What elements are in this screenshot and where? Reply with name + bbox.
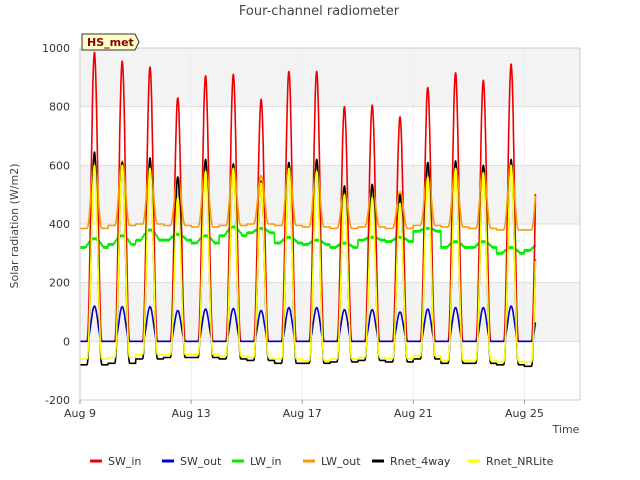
plot-band	[80, 165, 580, 224]
legend-item-rnet-4way: Rnet_4way	[372, 455, 451, 468]
legend-label: Rnet_4way	[390, 455, 451, 468]
y-tick-label: 200	[49, 277, 70, 290]
x-tick-label: Aug 9	[64, 407, 96, 420]
legend: SW_in SW_out LW_in LW_out Rnet_4way Rnet_NRLi…	[90, 455, 554, 468]
plot-band	[80, 282, 580, 342]
x-tick-label: Aug 17	[283, 407, 322, 420]
x-axis-label: Time	[552, 423, 580, 436]
x-tick-label: Aug 25	[505, 407, 544, 420]
legend-label: Rnet_NRLite	[486, 455, 554, 468]
legend-label: SW_in	[108, 455, 141, 468]
y-tick-label: 0	[63, 335, 70, 348]
series-line-rnet-nrlite	[79, 164, 537, 363]
plot-band	[80, 106, 580, 166]
legend-label: LW_in	[250, 455, 282, 468]
series-line-lw-out	[79, 158, 537, 231]
legend-label: SW_out	[180, 455, 222, 468]
site-badge-label: HS_met	[87, 36, 134, 49]
chart-title: Four-channel radiometer	[239, 4, 400, 19]
y-tick-label: 600	[49, 159, 70, 172]
legend-label: LW_out	[321, 455, 361, 468]
legend-item-lw-in: LW_in	[232, 455, 282, 468]
site-badge: HS_met	[81, 33, 140, 51]
legend-item-rnet-nrlite: Rnet_NRLite	[468, 455, 554, 468]
plot-frame	[79, 47, 581, 401]
series-lines	[79, 51, 537, 368]
legend-item-sw-out: SW_out	[162, 455, 222, 468]
plot-band	[80, 48, 580, 107]
y-tick-label: -200	[45, 394, 70, 407]
y-axis-label: Solar radiation (W/m2)	[8, 163, 21, 288]
legend-item-sw-in: SW_in	[90, 455, 141, 468]
x-axis-ticks: Aug 9 Aug 13 Aug 17 Aug 21 Aug 25	[64, 400, 544, 420]
x-tick-label: Aug 21	[394, 407, 433, 420]
y-tick-label: 400	[49, 218, 70, 231]
legend-item-lw-out: LW_out	[303, 455, 361, 468]
y-tick-label: 800	[49, 101, 70, 114]
y-tick-label: 1000	[42, 42, 70, 55]
x-tick-label: Aug 13	[172, 407, 211, 420]
plot-bands	[80, 48, 580, 400]
plot-band	[80, 341, 580, 400]
y-axis-ticks: -200 0 200 400 600 800 1000	[42, 42, 70, 407]
